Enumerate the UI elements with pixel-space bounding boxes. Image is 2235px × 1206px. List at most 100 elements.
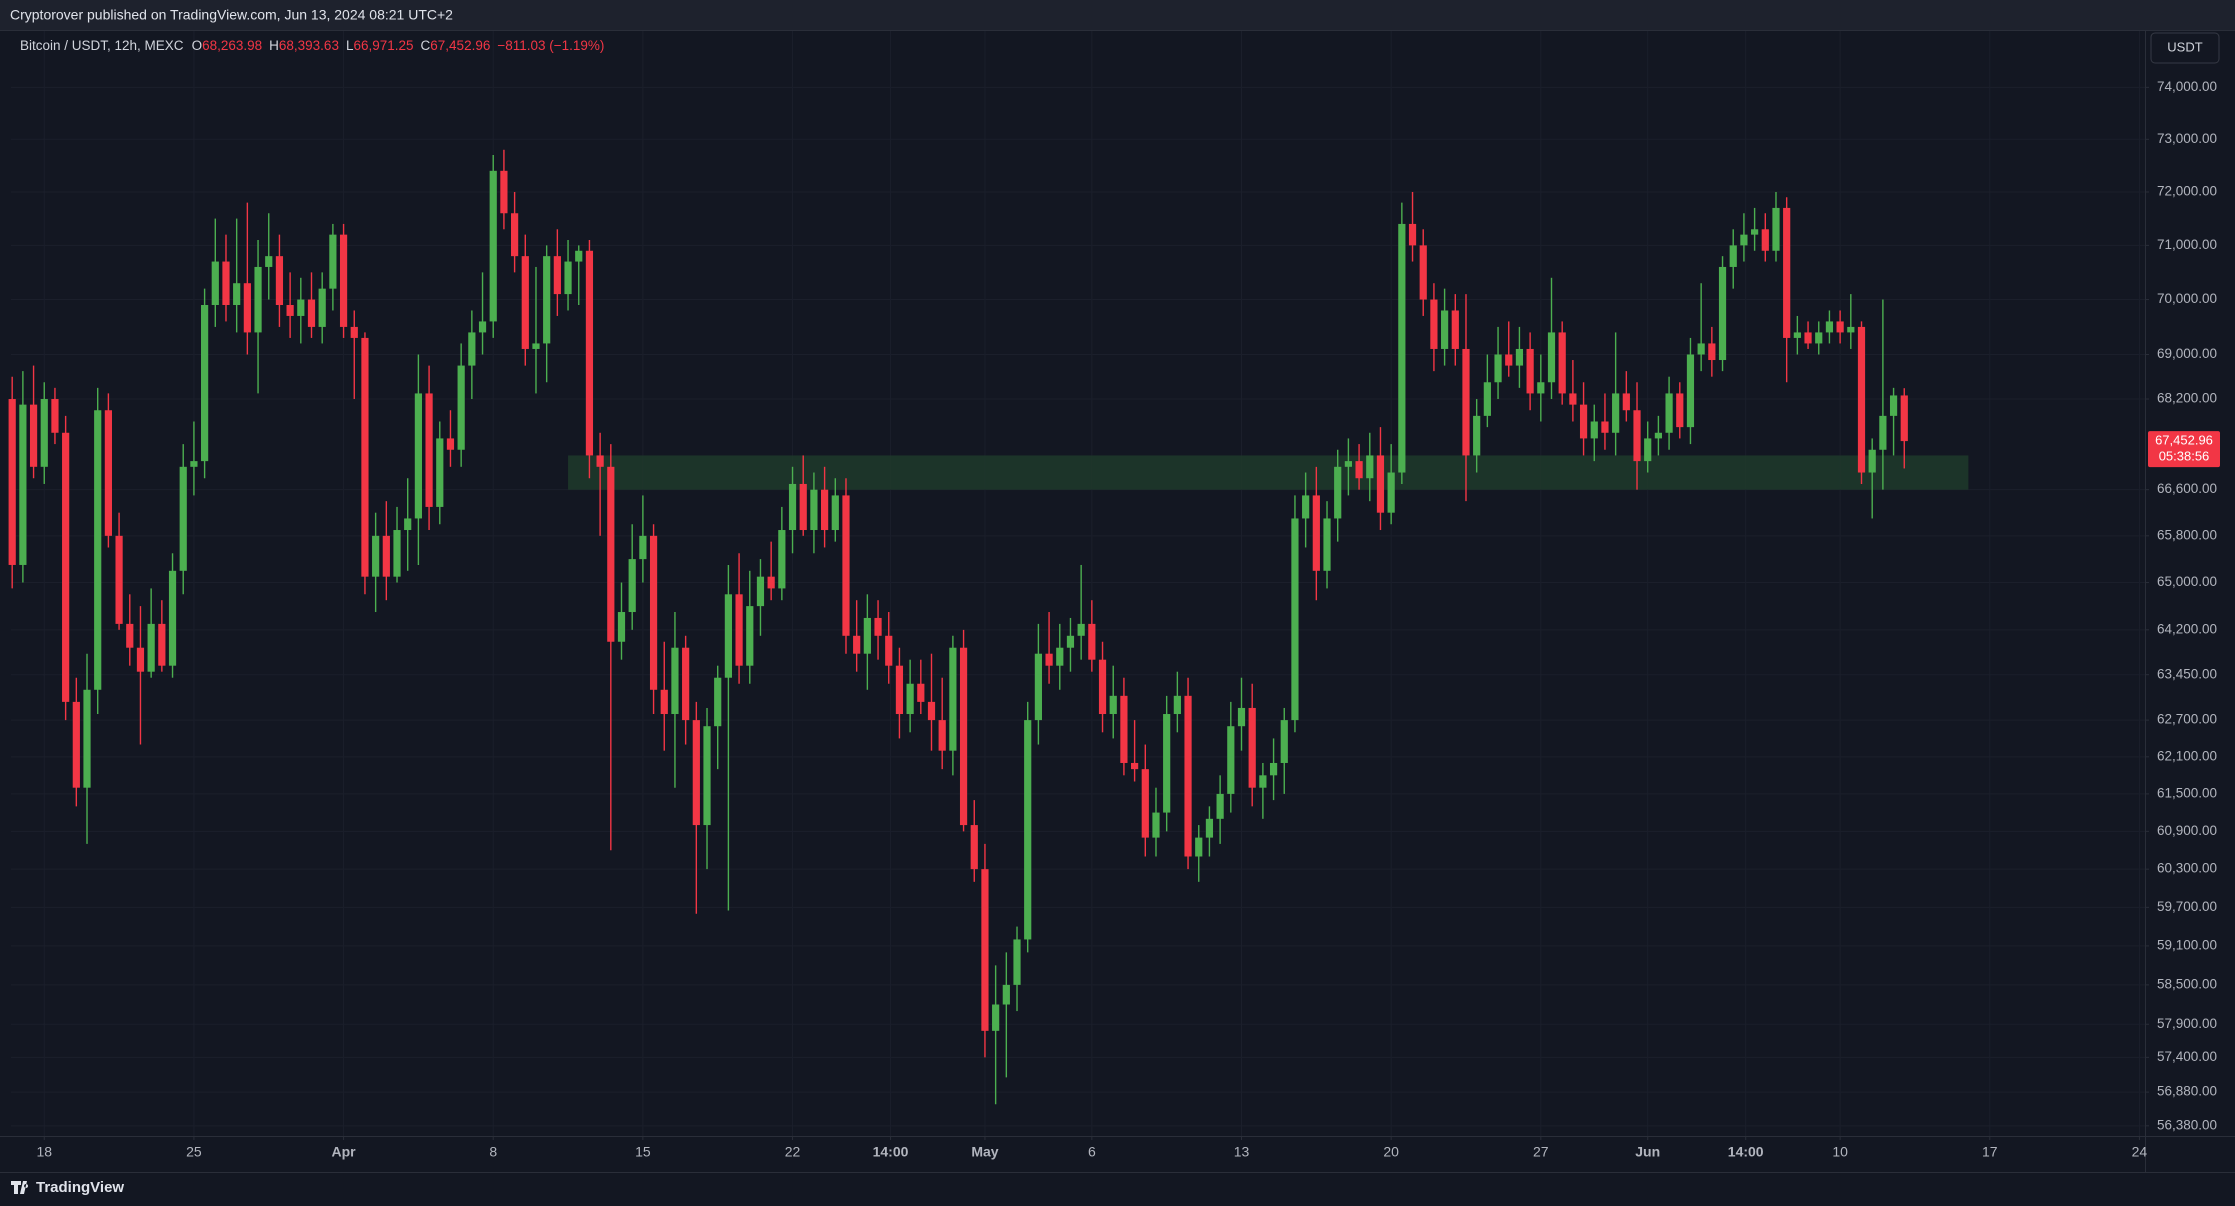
candle-body <box>1847 326 1855 333</box>
candle-body <box>1751 229 1759 235</box>
candle-body <box>1462 348 1470 456</box>
candle-body <box>254 266 262 333</box>
x-tick-label: 10 <box>1832 1144 1848 1160</box>
x-tick-label: 25 <box>186 1144 202 1160</box>
candle-body <box>1398 223 1406 473</box>
y-tick-label: 56,380.00 <box>2157 1117 2217 1132</box>
candle-body <box>1569 393 1577 405</box>
candle-body <box>863 617 871 654</box>
legend-value: 68,393.63 <box>279 38 339 53</box>
legend-key: C <box>421 38 431 53</box>
currency-label: USDT <box>2167 39 2202 54</box>
x-tick-label: 13 <box>1234 1144 1250 1160</box>
x-tick-label: 14:00 <box>873 1144 909 1160</box>
brand-name: TradingView <box>36 1179 124 1196</box>
candle-body <box>478 321 487 333</box>
legend-value: 68,263.98 <box>202 38 262 53</box>
candle-body <box>297 299 305 316</box>
last-price-tag <box>2148 431 2220 468</box>
last-price-label: 67,452.96 <box>2155 433 2213 448</box>
candle-body <box>1708 343 1716 361</box>
candle-body <box>115 535 123 624</box>
candle-body <box>1900 395 1908 442</box>
candle-body <box>671 647 679 715</box>
x-tick-label: Jun <box>1635 1144 1660 1160</box>
candle-body <box>1034 653 1042 721</box>
candle-body <box>1601 421 1609 433</box>
candle-body <box>1665 393 1673 433</box>
candle-body <box>1526 348 1534 394</box>
candle-body <box>1483 382 1491 416</box>
logo-icon <box>11 1181 29 1194</box>
candle-body <box>51 399 59 433</box>
x-tick-label: Apr <box>332 1144 357 1160</box>
candle-body <box>179 466 187 571</box>
y-tick-label: 69,000.00 <box>2157 346 2217 361</box>
candle-body <box>628 559 636 613</box>
candle-body <box>1205 818 1214 838</box>
candle-body <box>970 825 978 870</box>
y-tick-label: 64,200.00 <box>2157 621 2217 636</box>
candle-body <box>1590 421 1598 439</box>
candle-body <box>927 701 936 721</box>
candle-body <box>1120 695 1128 763</box>
candle-body <box>468 332 476 366</box>
y-tick-label: 57,400.00 <box>2157 1049 2217 1064</box>
candle-body <box>1761 229 1769 251</box>
legend-value: 67,452.96 <box>430 38 490 53</box>
candle-body <box>40 399 48 467</box>
candle-body <box>617 612 626 642</box>
candle-body <box>1419 245 1427 300</box>
candle-body <box>917 683 925 702</box>
y-tick-label: 60,900.00 <box>2157 823 2217 838</box>
candle-body <box>511 213 519 257</box>
candle-body <box>1013 939 1021 985</box>
candle-body <box>788 483 797 531</box>
candle-body <box>575 250 583 262</box>
candle-body <box>831 495 839 531</box>
candle-body <box>1430 299 1438 349</box>
candle-body <box>767 576 775 589</box>
candle-body <box>168 570 177 666</box>
candle-body <box>821 489 829 531</box>
candle-body <box>842 495 850 636</box>
candle-body <box>158 623 166 666</box>
legend-key: H <box>269 38 279 53</box>
candle-body <box>1441 310 1449 349</box>
candle-body <box>724 594 732 678</box>
candle-body <box>286 305 294 316</box>
candle-body <box>1633 410 1641 462</box>
candle-body <box>649 535 658 690</box>
y-tick-label: 65,800.00 <box>2157 527 2217 542</box>
legend-key: L <box>346 38 354 53</box>
candle-body <box>233 283 241 306</box>
candle-body <box>1686 354 1695 428</box>
candle-body <box>1195 837 1203 857</box>
candle-body <box>1302 495 1310 519</box>
candle-body <box>543 256 551 344</box>
y-tick-label: 70,000.00 <box>2157 291 2217 306</box>
candle-body <box>981 869 989 1031</box>
candle-body <box>1152 812 1160 838</box>
legend-key: O <box>192 38 203 53</box>
candle-body <box>906 683 914 715</box>
candle-body <box>874 617 882 636</box>
candle-body <box>607 466 615 642</box>
candle-body <box>1612 393 1620 433</box>
candle-body <box>382 535 390 577</box>
candle-body <box>136 647 145 672</box>
candle-body <box>703 726 711 826</box>
candle-body <box>1868 449 1876 473</box>
candle-body <box>553 256 561 295</box>
candle-body <box>1259 775 1267 788</box>
candle-body <box>1173 695 1181 715</box>
candle-body <box>1056 647 1064 666</box>
currency-box[interactable] <box>2150 32 2220 64</box>
candle-body <box>585 250 594 456</box>
candle-body <box>190 461 198 467</box>
y-tick-label: 71,000.00 <box>2157 237 2217 252</box>
candle-body <box>243 283 251 333</box>
candle-body <box>521 256 529 349</box>
